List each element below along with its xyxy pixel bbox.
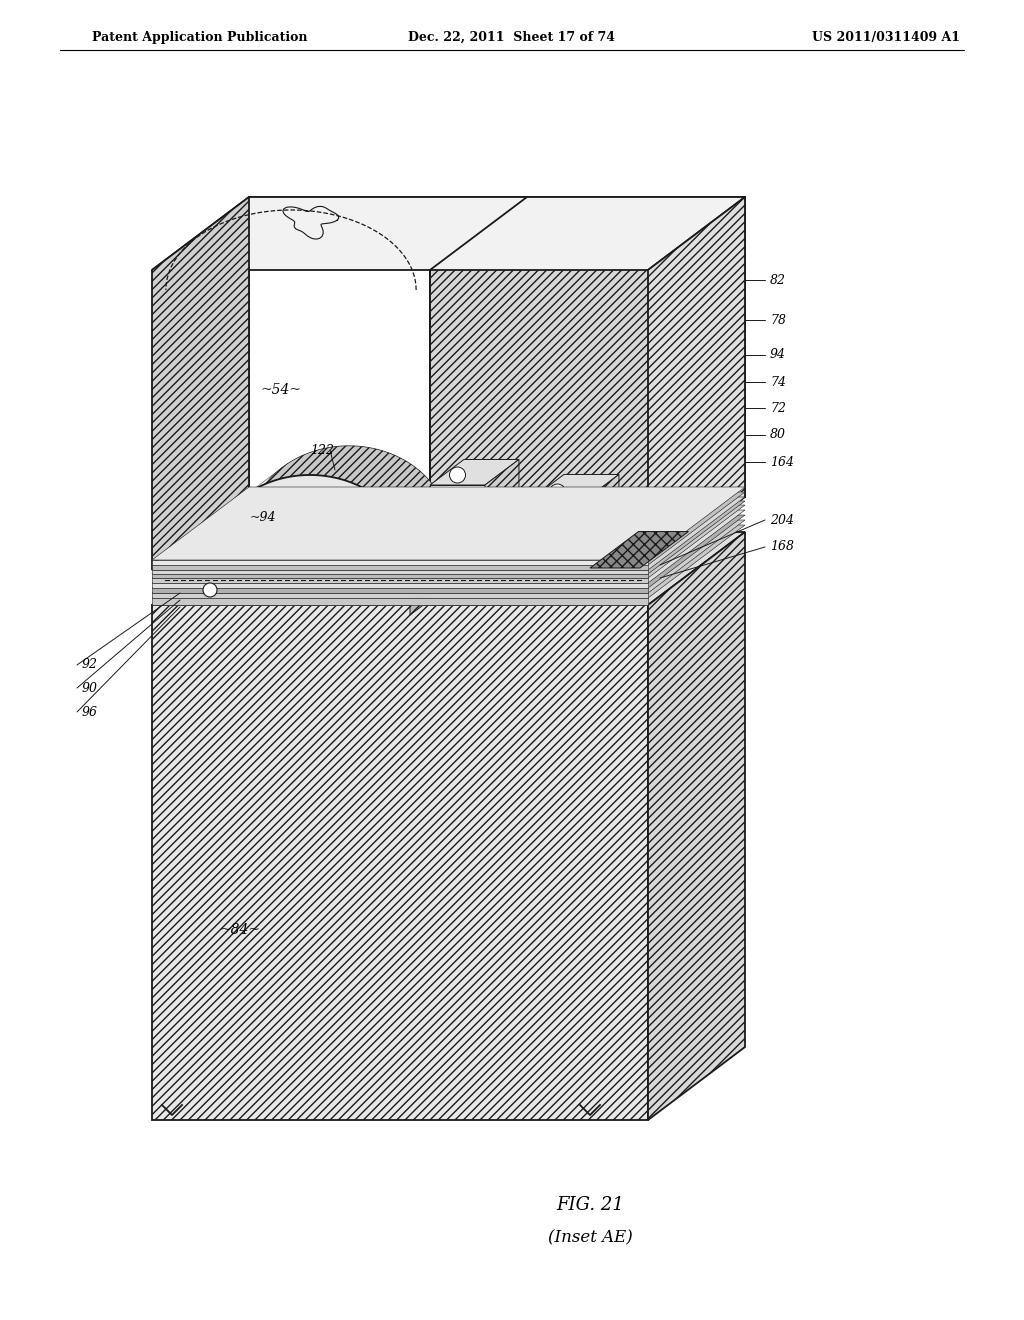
Text: FIG. 21: FIG. 21 [556,1196,624,1214]
Polygon shape [210,446,449,560]
Text: 92: 92 [82,659,98,672]
Text: 122: 122 [310,444,334,457]
Circle shape [203,583,217,597]
Polygon shape [152,492,745,565]
Polygon shape [152,587,648,593]
Polygon shape [410,531,449,615]
Polygon shape [152,574,648,578]
Circle shape [550,484,565,500]
Polygon shape [210,475,410,560]
Polygon shape [430,197,745,498]
Text: 164: 164 [770,455,794,469]
Text: 94: 94 [770,348,786,362]
Polygon shape [590,532,688,568]
Polygon shape [152,520,745,593]
Polygon shape [648,532,745,1119]
Text: 80: 80 [770,429,786,441]
Polygon shape [152,570,648,574]
Polygon shape [530,500,585,565]
Polygon shape [152,525,745,598]
Text: ~84~: ~84~ [220,923,261,937]
Circle shape [450,467,466,483]
Text: 168: 168 [770,540,794,553]
Polygon shape [152,197,745,271]
Polygon shape [152,605,648,1119]
Polygon shape [249,197,745,498]
Text: 72: 72 [770,401,786,414]
Text: 74: 74 [770,375,786,388]
Polygon shape [152,532,745,605]
Text: Dec. 22, 2011  Sheet 17 of 74: Dec. 22, 2011 Sheet 17 of 74 [409,30,615,44]
Polygon shape [430,459,519,484]
Polygon shape [152,498,745,570]
Polygon shape [648,197,745,570]
Polygon shape [430,484,485,565]
Text: 204: 204 [770,513,794,527]
Polygon shape [152,510,745,583]
Polygon shape [152,598,648,605]
Polygon shape [152,593,648,598]
Text: (Inset AE): (Inset AE) [548,1229,633,1246]
Polygon shape [152,197,249,570]
Text: 78: 78 [770,314,786,326]
Polygon shape [530,474,618,500]
Polygon shape [152,578,648,583]
Polygon shape [152,506,745,578]
Polygon shape [152,515,745,587]
Text: 82: 82 [770,273,786,286]
Text: ~94: ~94 [250,511,276,524]
Text: US 2011/0311409 A1: US 2011/0311409 A1 [812,30,961,44]
Polygon shape [152,560,648,565]
Polygon shape [152,583,648,587]
Polygon shape [152,487,745,560]
Polygon shape [585,474,618,565]
Text: ~54~: ~54~ [261,383,302,397]
Polygon shape [152,565,648,570]
Text: Patent Application Publication: Patent Application Publication [92,30,307,44]
Polygon shape [485,459,519,565]
Text: 90: 90 [82,681,98,694]
Text: 96: 96 [82,705,98,718]
Polygon shape [152,502,745,574]
